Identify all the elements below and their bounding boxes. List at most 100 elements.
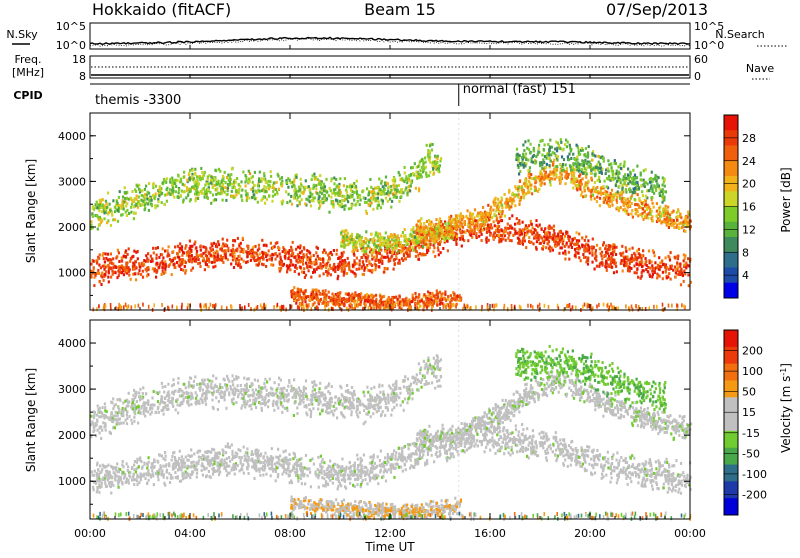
data-cell xyxy=(98,257,100,260)
nsky-tick-top: 10^5 xyxy=(56,20,86,33)
data-cell xyxy=(310,204,312,207)
data-cell xyxy=(93,260,95,263)
data-cell xyxy=(136,185,138,188)
data-cell xyxy=(293,178,295,181)
data-cell xyxy=(138,269,140,272)
data-cell xyxy=(343,251,345,254)
data-cell xyxy=(224,250,226,253)
data-cell xyxy=(399,245,401,248)
data-cell xyxy=(568,258,570,261)
data-cell xyxy=(625,264,627,267)
data-cell xyxy=(343,262,345,265)
data-cell xyxy=(423,222,425,225)
data-cell xyxy=(626,256,628,259)
data-cell xyxy=(518,193,520,196)
data-cell xyxy=(254,190,256,193)
data-cell xyxy=(225,243,227,246)
nsearch-tick-bottom: 10^0 xyxy=(694,39,724,52)
data-cell xyxy=(538,144,540,147)
data-cell xyxy=(381,295,383,298)
data-cell xyxy=(448,237,450,240)
data-cell xyxy=(261,189,263,192)
data-cell xyxy=(505,239,507,242)
data-cell xyxy=(144,188,146,191)
data-cell xyxy=(237,264,239,267)
data-cell xyxy=(189,200,191,203)
data-cell xyxy=(315,262,317,265)
data-cell xyxy=(636,203,638,206)
data-cell xyxy=(535,186,537,189)
data-cell xyxy=(507,232,509,235)
data-cell xyxy=(157,204,159,207)
data-cell xyxy=(229,174,231,177)
data-cell xyxy=(356,236,358,239)
data-cell xyxy=(504,215,506,218)
data-cell xyxy=(252,175,254,178)
data-cell xyxy=(377,197,379,200)
data-cell xyxy=(188,172,190,175)
data-cell xyxy=(591,254,593,257)
data-cell xyxy=(646,208,648,211)
data-cell xyxy=(568,245,570,248)
data-cell xyxy=(351,185,353,188)
data-cell xyxy=(266,186,268,189)
nsky-trace xyxy=(90,37,690,44)
data-cell xyxy=(167,249,169,252)
data-cell xyxy=(93,266,95,269)
data-cell xyxy=(501,204,503,207)
data-cell xyxy=(285,190,287,193)
data-cell xyxy=(602,244,604,247)
data-cell xyxy=(651,264,653,267)
data-cell xyxy=(110,276,112,279)
data-cell xyxy=(512,192,514,195)
data-cell xyxy=(470,214,472,217)
data-cell xyxy=(384,256,386,259)
data-cell xyxy=(247,245,249,248)
data-cell xyxy=(109,261,111,264)
data-cell xyxy=(307,199,309,202)
data-cell xyxy=(398,242,400,245)
data-cell xyxy=(230,263,232,266)
data-cell xyxy=(349,185,351,188)
data-cell xyxy=(372,190,374,193)
data-cell xyxy=(442,223,444,226)
data-cell xyxy=(426,251,428,254)
data-cell xyxy=(257,184,259,187)
data-cell xyxy=(528,224,530,227)
data-cell xyxy=(408,185,410,188)
data-cell xyxy=(198,183,200,186)
data-cell xyxy=(678,273,680,276)
data-cell xyxy=(585,194,587,197)
data-cell xyxy=(333,177,335,180)
data-cell xyxy=(676,211,678,214)
data-cell xyxy=(532,242,534,245)
data-cell xyxy=(586,184,588,187)
data-cell xyxy=(359,294,361,297)
data-cell xyxy=(436,304,438,307)
data-cell xyxy=(322,261,324,264)
data-cell xyxy=(254,184,256,187)
data-cell xyxy=(453,233,455,236)
data-cell xyxy=(300,184,302,187)
data-cell xyxy=(270,242,272,245)
cpid-label: CPID xyxy=(13,89,42,102)
data-cell xyxy=(495,210,497,213)
data-cell xyxy=(600,190,602,193)
data-cell xyxy=(189,169,191,172)
data-cell xyxy=(629,248,631,251)
data-cell xyxy=(309,252,311,255)
data-cell xyxy=(534,228,536,231)
data-cell xyxy=(102,204,104,207)
data-cell xyxy=(438,253,440,256)
data-cell xyxy=(339,299,341,302)
data-cell xyxy=(290,195,292,198)
data-cell xyxy=(324,289,326,292)
data-cell xyxy=(268,195,270,198)
data-cell xyxy=(574,254,576,257)
data-cell xyxy=(230,178,232,181)
data-cell xyxy=(647,217,649,220)
data-cell xyxy=(687,211,689,214)
data-cell xyxy=(218,168,220,171)
data-cell xyxy=(423,232,425,235)
data-cell xyxy=(216,250,218,253)
